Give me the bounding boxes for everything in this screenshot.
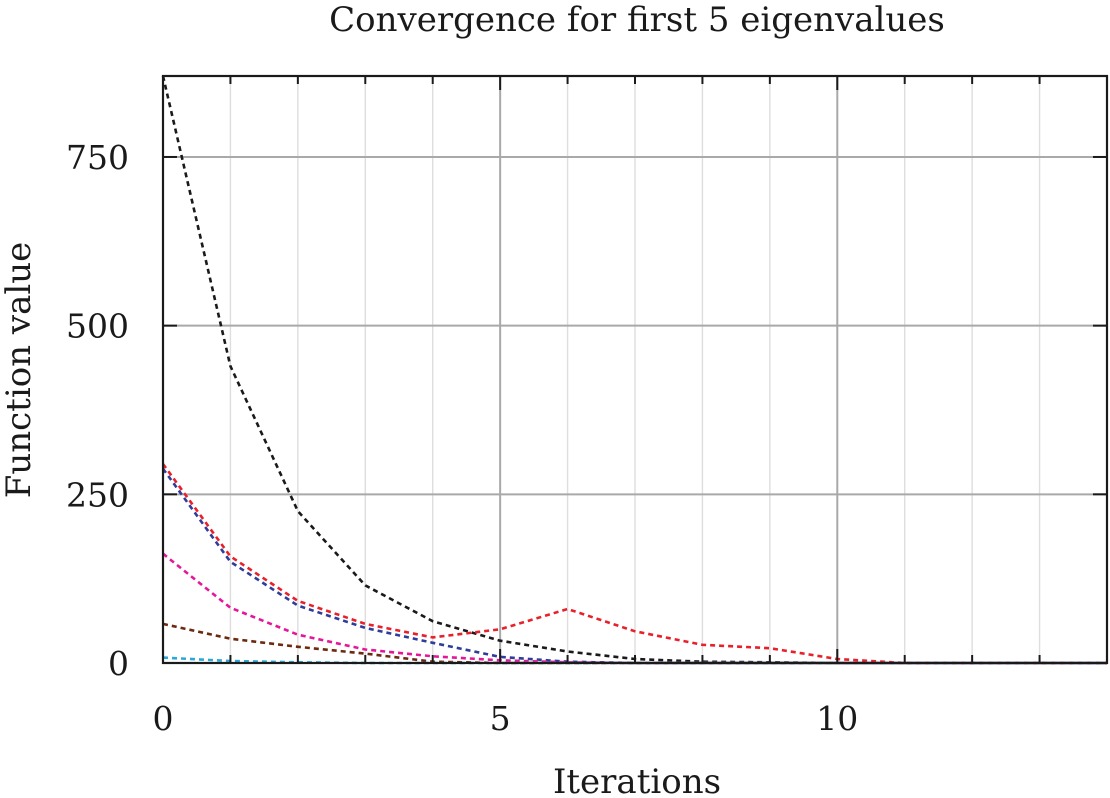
tick-labels: 0 5 10 0 250 500 750 <box>66 138 858 738</box>
y-tick-label: 250 <box>66 475 129 514</box>
series-line-3 <box>161 467 1107 665</box>
series-line-2 <box>161 463 1107 665</box>
x-axis-label: Iterations <box>553 762 721 798</box>
x-tick-label: 5 <box>490 699 511 738</box>
grid <box>162 76 1107 663</box>
y-tick-label: 500 <box>66 307 129 346</box>
y-axis-label: Function value <box>0 242 39 499</box>
ticks <box>162 76 1107 664</box>
chart-title: Convergence for first 5 eigenvalues <box>329 0 945 40</box>
y-tick-label: 0 <box>108 644 129 683</box>
y-tick-label: 750 <box>66 138 129 177</box>
x-tick-label: 0 <box>153 699 174 738</box>
x-tick-label: 10 <box>816 699 858 738</box>
